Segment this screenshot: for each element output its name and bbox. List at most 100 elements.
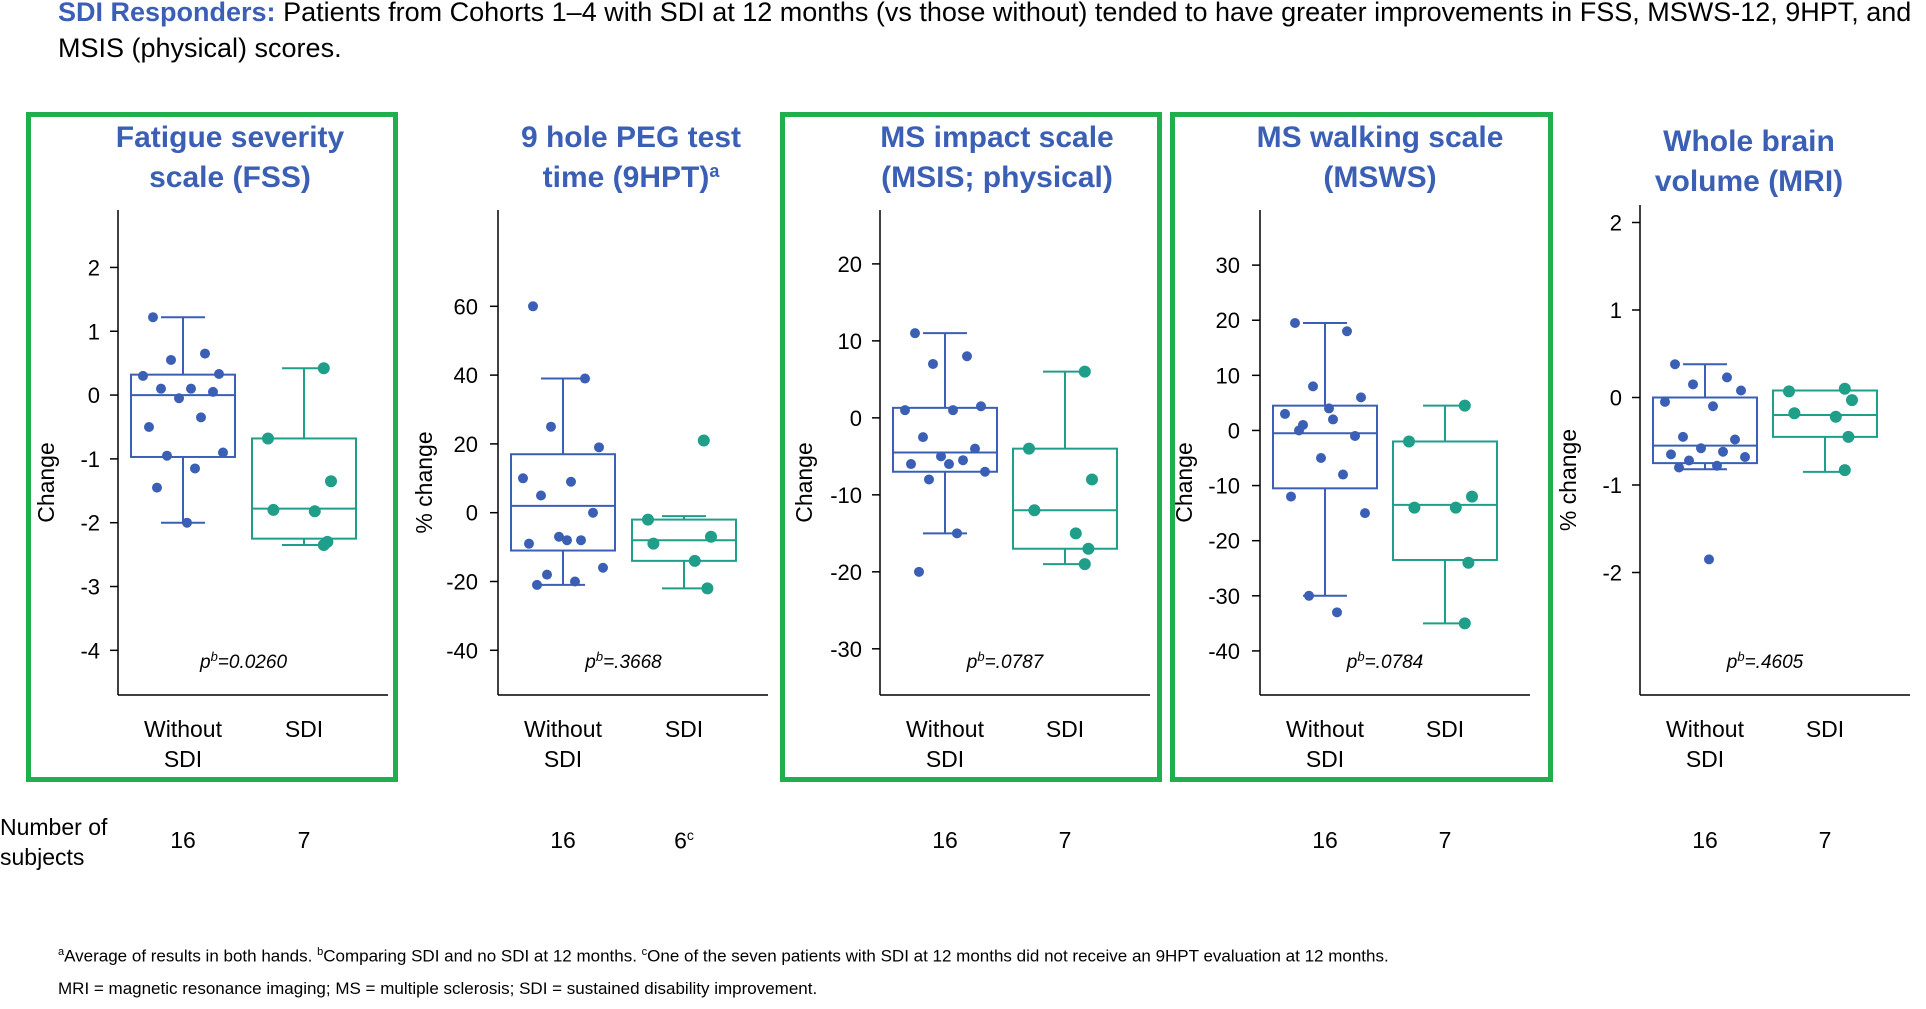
box-iqr (1772, 389, 1878, 438)
data-point (1338, 469, 1348, 480)
x-category-label: SDI (926, 746, 964, 772)
y-tick-label: 30 (1216, 253, 1240, 278)
data-point (1740, 452, 1750, 462)
data-point (910, 328, 920, 339)
data-point (924, 474, 934, 485)
data-point (542, 569, 552, 580)
x-category-label: Without (144, 716, 223, 742)
data-point (1078, 365, 1091, 378)
y-tick-label: 2 (88, 255, 100, 280)
data-point (594, 442, 604, 453)
panel-title-line: MS walking scale (1257, 121, 1504, 154)
box-iqr (130, 373, 236, 458)
data-point (308, 505, 321, 518)
data-point (182, 517, 192, 528)
y-tick-label: 0 (1228, 418, 1240, 443)
p-value-label: pb=0.0260 (199, 649, 287, 674)
y-tick-label: -20 (446, 569, 478, 594)
data-point (267, 503, 280, 516)
data-point (1360, 508, 1370, 519)
data-point (1342, 326, 1352, 337)
data-point (914, 566, 924, 577)
data-point (1403, 435, 1415, 448)
y-tick-label: 0 (88, 383, 100, 408)
data-point (1666, 449, 1676, 460)
data-point (1660, 396, 1670, 407)
y-tick-label: -20 (1208, 529, 1240, 554)
data-point (900, 405, 910, 416)
data-point (948, 405, 958, 416)
data-point (1678, 431, 1688, 442)
data-point (1290, 317, 1300, 328)
y-tick-label: 0 (1610, 386, 1622, 411)
counts-row-label: Number of subjects (0, 812, 140, 872)
y-tick-label: 2 (1610, 211, 1622, 236)
data-point (1842, 430, 1855, 443)
panel-title-line: volume (MRI) (1655, 165, 1843, 198)
data-point (190, 463, 200, 474)
chart-header: SDI Responders: Patients from Cohorts 1–… (58, 0, 1918, 66)
data-point (1316, 453, 1326, 464)
data-point (174, 393, 184, 404)
data-point (944, 459, 954, 470)
subject-count: 7 (1438, 827, 1452, 853)
data-point (554, 531, 564, 542)
data-point (1280, 408, 1290, 419)
data-point (1086, 473, 1098, 486)
y-tick-label: 60 (454, 294, 478, 319)
data-point (524, 538, 534, 549)
x-category-label: SDI (544, 746, 582, 772)
data-point (952, 528, 962, 539)
data-point (1838, 464, 1851, 477)
x-category-label: SDI (665, 716, 703, 742)
data-point (1304, 590, 1314, 601)
y-tick-label: -30 (1208, 584, 1240, 609)
y-tick-label: 10 (1216, 363, 1240, 388)
x-category-label: SDI (1686, 746, 1724, 772)
panel-title-line: scale (FSS) (149, 161, 311, 194)
y-axis-label: % change (1555, 429, 1581, 531)
data-point (1718, 446, 1728, 457)
subject-count: 6c (674, 827, 694, 854)
y-tick-label: -20 (830, 560, 862, 585)
box-iqr (251, 437, 357, 540)
header-text: Patients from Cohorts 1–4 with SDI at 12… (58, 0, 1912, 63)
data-point (1684, 455, 1694, 466)
footnote-text: One of the seven patients with SDI at 12… (647, 946, 1389, 966)
data-point (196, 412, 206, 423)
y-tick-label: 1 (88, 319, 100, 344)
data-point (918, 432, 928, 443)
data-point (1286, 491, 1296, 502)
data-point (532, 579, 542, 590)
data-point (1356, 392, 1366, 403)
data-point (166, 354, 176, 365)
data-point (936, 451, 946, 462)
data-point (566, 476, 576, 487)
data-point (1696, 443, 1706, 454)
data-point (928, 358, 938, 369)
box-iqr (1012, 447, 1118, 550)
data-point (317, 362, 330, 375)
data-point (576, 535, 586, 546)
data-point (1708, 401, 1718, 412)
x-category-label: SDI (285, 716, 323, 742)
data-point (1846, 394, 1858, 407)
p-value-label: pb=.0784 (1346, 649, 1423, 674)
data-point (580, 373, 590, 384)
data-point (1466, 490, 1478, 503)
panel-title-line: Fatigue severity (116, 121, 345, 154)
data-point (1078, 558, 1091, 571)
highlight-box-fss (26, 112, 398, 782)
y-tick-label: -2 (80, 511, 100, 536)
data-point (980, 466, 990, 477)
y-tick-label: -1 (1602, 473, 1622, 498)
data-point (705, 530, 717, 543)
data-point (1788, 407, 1801, 420)
x-category-label: SDI (1046, 716, 1084, 742)
footnote-line1: aAverage of results in both hands. bComp… (58, 932, 1898, 977)
data-point (970, 443, 980, 454)
y-axis-label: % change (411, 431, 437, 533)
data-point (1082, 542, 1095, 555)
data-point (1730, 434, 1740, 445)
